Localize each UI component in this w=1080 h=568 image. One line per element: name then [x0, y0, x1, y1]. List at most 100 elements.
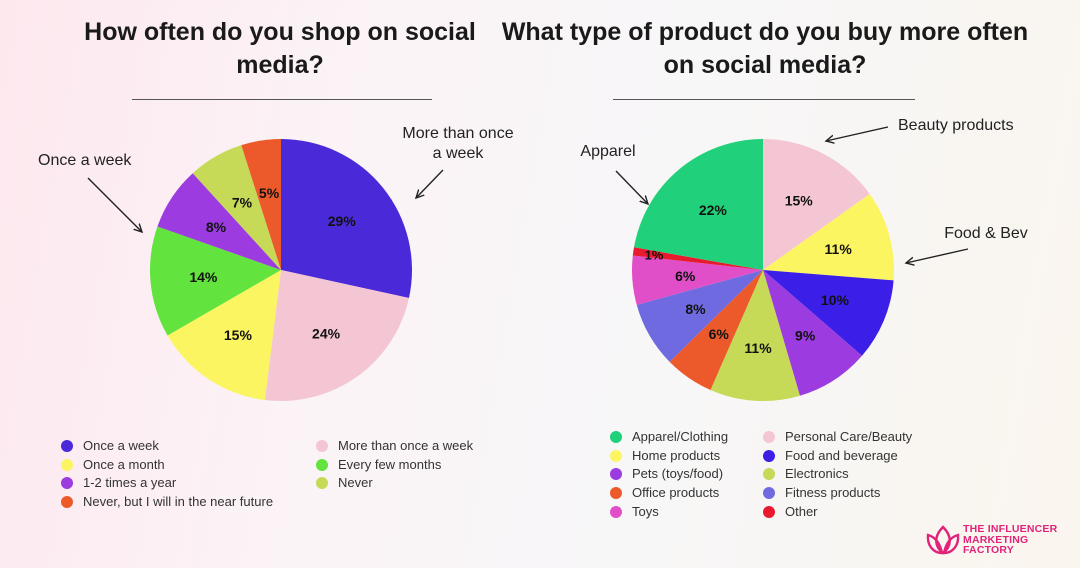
brand-line-1: THE INFLUENCER [963, 523, 1058, 535]
right-title-divider [613, 99, 915, 100]
frequency-slice-never [192, 145, 281, 270]
legend-label: Once a week [83, 438, 159, 453]
annotation-arrow-apparel [615, 170, 648, 204]
product-label-pets-toys-food: 9% [795, 328, 816, 344]
product-label-food-and-beverage: 10% [821, 292, 850, 308]
annotation-arrow-food-bev [906, 248, 969, 263]
annotation-arrow-more-than-once [416, 169, 444, 198]
product-slice-pets-toys-food [763, 270, 863, 396]
left-chart-title: How often do you shop on social media? [84, 18, 476, 79]
product-slice-office-products [669, 270, 763, 391]
legend-swatch [763, 505, 775, 518]
product-label-electronics: 11% [744, 340, 772, 356]
legend-label: 1-2 times a year [83, 475, 177, 490]
legend-swatch [61, 495, 73, 508]
legend-product-electronics: Electronics [763, 466, 849, 481]
product-label-toys: 6% [675, 268, 696, 284]
legend-swatch [763, 467, 775, 480]
legend-product-home-products: Home products [610, 448, 720, 463]
legend-label: Once a month [83, 457, 165, 472]
lotus-icon [926, 525, 960, 555]
annotation-beauty-products: Beauty products [898, 117, 1014, 134]
product-label-office-products: 6% [709, 326, 730, 342]
legend-swatch [610, 505, 622, 518]
frequency-label-every-few-months: 14% [189, 269, 218, 285]
product-slice-home-products [763, 194, 894, 281]
legend-swatch [316, 476, 328, 489]
legend-swatch [763, 449, 775, 462]
annotation-arrow-beauty [826, 126, 889, 141]
legend-swatch [316, 439, 328, 452]
legend-product-office-products: Office products [610, 485, 719, 500]
legend-swatch [610, 449, 622, 462]
brand-line-2: MARKETING [963, 533, 1029, 546]
legend-swatch [610, 430, 622, 443]
frequency-slice-every-few-months [149, 226, 281, 336]
product-slice-personal-care-beauty [763, 139, 870, 270]
legend-frequency-never: Never [316, 475, 373, 490]
legend-swatch [61, 439, 73, 452]
brand-line-3: FACTORY [963, 544, 1014, 556]
legend-product-toys: Toys [610, 504, 659, 519]
annotation-apparel: Apparel [580, 143, 635, 160]
legend-swatch [316, 458, 328, 471]
pie-annotations: Once a week More than once a week Apparel Be… [38, 117, 1028, 263]
legend-label: Pets (toys/food) [632, 466, 724, 481]
legend-label: Personal Care/Beauty [785, 429, 913, 444]
legend-frequency-once-a-month: Once a month [61, 457, 165, 472]
legend-label: Electronics [785, 466, 849, 481]
product-label-apparel-clothing: 22% [699, 202, 728, 218]
frequency-label-more-than-once-a-week: 24% [312, 326, 341, 342]
legend-frequency-1-2-times-a-year: 1-2 times a year [61, 475, 176, 490]
legend-product-pets-toys-food: Pets (toys/food) [610, 466, 723, 481]
product-slice-electronics [710, 270, 800, 401]
legend-label: Other [785, 504, 818, 519]
product-slice-apparel-clothing [633, 139, 763, 270]
product-label-personal-care-beauty: 15% [785, 193, 814, 209]
annotation-food-bev: Food & Bev [944, 225, 1028, 242]
legend-label: More than once a week [338, 438, 474, 453]
annotation-once-a-week: Once a week [38, 152, 132, 169]
frequency-label-1-2-times-a-year: 8% [206, 219, 227, 235]
frequency-label-once-a-week: 29% [328, 213, 357, 229]
legend-label: Apparel/Clothing [632, 429, 729, 444]
legend-label: Home products [632, 448, 721, 463]
legend-product-other: Other [763, 504, 818, 519]
legend-label: Never, but I will in the near future [83, 494, 274, 509]
frequency-label-never: 7% [232, 194, 253, 210]
legend-product-food-and-beverage: Food and beverage [763, 448, 898, 463]
shopping-frequency-pie: 29% 24% 15% 14% 8% 7% 5% [149, 139, 412, 401]
frequency-slice-1-2-times-a-year [157, 173, 281, 270]
legend-label: Office products [632, 485, 720, 500]
annotation-more-than-once: More than once a week [402, 125, 513, 162]
annotation-arrow-once-a-week [87, 177, 142, 232]
legend-product-apparel-clothing: Apparel/Clothing [610, 429, 728, 444]
product-label-fitness-products: 8% [685, 301, 706, 317]
legend-label: Fitness products [785, 485, 881, 500]
product-slice-food-and-beverage [763, 270, 894, 356]
legend-frequency-more-than-once-a-week: More than once a week [316, 438, 473, 453]
product-slice-other [632, 247, 763, 270]
frequency-slice-once-a-month [167, 270, 281, 401]
legend-label: Food and beverage [785, 448, 898, 463]
product-label-home-products: 11% [825, 241, 853, 257]
product-slice-fitness-products [636, 270, 763, 362]
frequency-label-never-but-i-will-in-the-near-future: 5% [259, 185, 280, 201]
legend-label: Never [338, 475, 373, 490]
right-chart-title: What type of product do you buy more oft… [501, 18, 1029, 79]
frequency-label-once-a-month: 15% [224, 327, 253, 343]
legend-frequency-once-a-week: Once a week [61, 438, 159, 453]
frequency-slice-once-a-week [281, 139, 412, 299]
legend-swatch [763, 430, 775, 443]
product-slice-toys [632, 255, 763, 305]
legend-swatch [61, 476, 73, 489]
legend-frequency-never-but-i-will-in-the-near-future: Never, but I will in the near future [61, 494, 273, 509]
legend-swatch [610, 486, 622, 499]
legend-product-fitness-products: Fitness products [763, 485, 880, 500]
legend-swatch [763, 486, 775, 499]
legend-label: Toys [632, 504, 659, 519]
left-title-divider [132, 99, 432, 100]
legend-product-personal-care-beauty: Personal Care/Beauty [763, 429, 912, 444]
brand-logo: THE INFLUENCER MARKETING FACTORY [925, 523, 1075, 563]
